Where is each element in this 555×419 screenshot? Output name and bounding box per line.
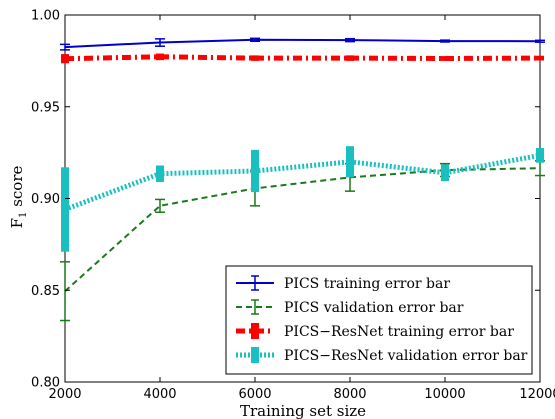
legend-entry: PICS−ResNet training error bar bbox=[236, 323, 514, 340]
legend-marker bbox=[251, 347, 259, 363]
error-bar bbox=[535, 160, 545, 177]
error-bar bbox=[346, 146, 354, 178]
y-tick-label: 0.85 bbox=[31, 284, 60, 299]
legend-label: PICS−ResNet validation error bar bbox=[284, 348, 528, 364]
legend-box bbox=[225, 265, 533, 375]
x-tick-label: 8000 bbox=[333, 387, 366, 402]
x-tick-label: 2000 bbox=[48, 387, 81, 402]
error-bar bbox=[251, 149, 259, 193]
y-tick-label: 0.95 bbox=[31, 100, 60, 115]
error-bar bbox=[536, 55, 544, 61]
legend: PICS training error bar PICS validation e… bbox=[225, 265, 533, 375]
error-bar bbox=[155, 198, 165, 214]
error-bar bbox=[535, 39, 545, 43]
error-bar bbox=[251, 55, 259, 61]
y-tick-label: 0.90 bbox=[31, 192, 60, 207]
error-bar bbox=[441, 56, 449, 61]
series-layer bbox=[60, 37, 545, 322]
error-bar bbox=[155, 38, 165, 47]
error-bar bbox=[536, 148, 544, 163]
legend-entry: PICS−ResNet validation error bar bbox=[236, 347, 528, 364]
error-bar bbox=[60, 261, 70, 322]
error-bar bbox=[250, 37, 260, 42]
x-axis-label: Training set size bbox=[240, 402, 366, 419]
legend-entry: PICS validation error bar bbox=[236, 299, 464, 316]
error-bar bbox=[61, 167, 69, 252]
series-line bbox=[64, 152, 541, 212]
error-bar bbox=[345, 37, 355, 43]
error-bar bbox=[440, 39, 450, 43]
series-3 bbox=[61, 53, 544, 64]
x-tick-label: 4000 bbox=[143, 387, 176, 402]
x-tick-label: 6000 bbox=[238, 387, 271, 402]
series-line bbox=[64, 54, 541, 62]
error-bar bbox=[441, 164, 449, 182]
error-bar bbox=[156, 53, 164, 61]
y-tick-label: 0.80 bbox=[31, 376, 60, 391]
series-1 bbox=[60, 37, 545, 51]
error-bar bbox=[61, 54, 69, 64]
legend-label: PICS−ResNet training error bar bbox=[284, 324, 514, 340]
x-tick-label: 10000 bbox=[424, 387, 465, 402]
error-bar bbox=[60, 43, 70, 51]
y-tick-label: 1.00 bbox=[31, 9, 60, 24]
series-line bbox=[64, 38, 541, 49]
legend-label: PICS validation error bar bbox=[284, 300, 464, 316]
legend-entry: PICS training error bar bbox=[236, 275, 450, 292]
error-bar bbox=[156, 165, 164, 182]
error-bar bbox=[346, 55, 354, 61]
series-4 bbox=[61, 146, 544, 252]
legend-label: PICS training error bar bbox=[284, 276, 450, 292]
series-line bbox=[64, 167, 541, 292]
y-axis-label: F1 score bbox=[8, 166, 29, 229]
legend-marker bbox=[251, 323, 259, 339]
